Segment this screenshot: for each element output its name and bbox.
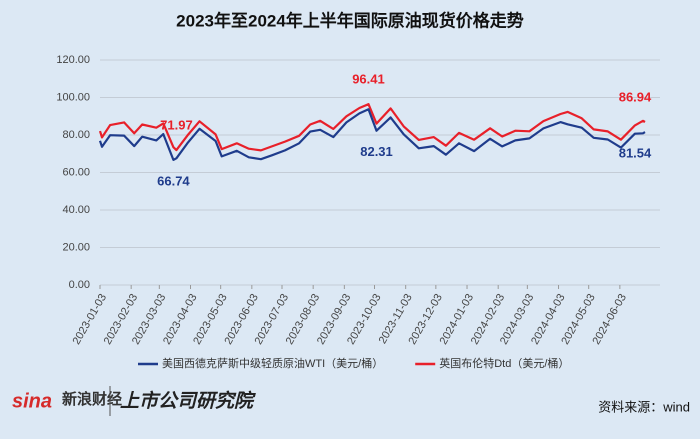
y-tick-label: 40.00	[62, 204, 90, 216]
annotation: 81.54	[619, 146, 652, 161]
y-tick-label: 80.00	[62, 129, 90, 141]
brand: 新浪财经	[62, 390, 122, 408]
chart-title: 2023年至2024年上半年国际原油现货价格走势	[176, 10, 524, 30]
y-tick-label: 20.00	[62, 241, 90, 253]
source: 资料来源：wind	[598, 399, 690, 414]
logo: sina	[12, 390, 52, 412]
annotation: 86.94	[619, 89, 652, 104]
series-line	[98, 108, 646, 161]
y-tick-label: 100.00	[56, 91, 90, 103]
legend-label: 英国布伦特Dtd（美元/桶）	[439, 356, 569, 370]
legend-label: 美国西德克萨斯中级轻质原油WTI（美元/桶）	[162, 356, 383, 370]
annotation: 96.41	[352, 72, 385, 87]
annotation: 66.74	[157, 173, 190, 188]
series-line	[98, 103, 646, 152]
y-tick-label: 60.00	[62, 166, 90, 178]
annotation: 82.31	[360, 144, 393, 159]
institute: 上市公司研究院	[120, 390, 256, 412]
y-tick-label: 120.00	[56, 54, 90, 66]
annotation: 71.97	[160, 117, 193, 132]
y-tick-label: 0.00	[69, 279, 90, 291]
